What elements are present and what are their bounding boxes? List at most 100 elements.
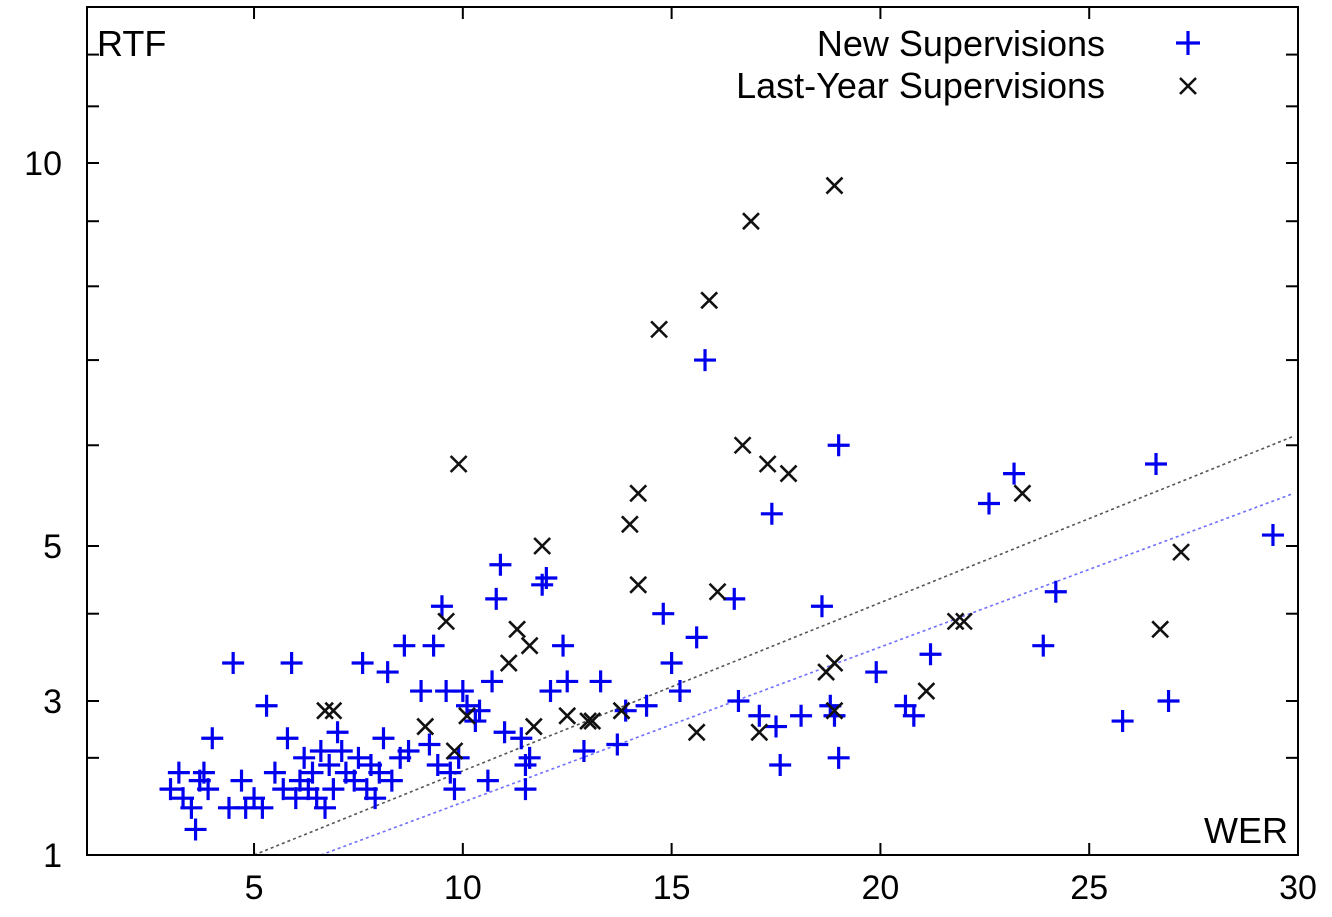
data-point-plus xyxy=(723,587,746,610)
data-point-plus xyxy=(368,761,391,784)
data-point-plus xyxy=(902,704,925,727)
data-point-plus xyxy=(1003,462,1026,485)
data-point-cross xyxy=(1013,484,1032,503)
data-point-plus xyxy=(410,680,433,703)
x-tick-label: 5 xyxy=(245,869,264,907)
fit-line-new-supervisions xyxy=(320,492,1295,856)
data-point-plus xyxy=(727,690,750,712)
data-point-plus xyxy=(572,739,595,762)
data-point-cross xyxy=(825,654,844,672)
y-tick-label: 10 xyxy=(24,145,62,183)
data-point-plus xyxy=(476,769,499,792)
data-point-cross xyxy=(520,636,539,655)
data-point-cross xyxy=(324,701,343,720)
data-point-plus xyxy=(827,434,850,457)
data-point-cross xyxy=(758,455,777,473)
data-point-cross xyxy=(316,701,334,720)
data-point-cross xyxy=(650,320,669,339)
data-point-plus xyxy=(351,652,374,675)
data-point-cross xyxy=(825,701,844,720)
plot-frame xyxy=(86,6,1299,856)
data-point-cross xyxy=(946,612,965,631)
legend-cross-mark xyxy=(1179,77,1197,95)
data-point-plus xyxy=(439,761,462,784)
axis-tick-labels: 5 10 15 20 25 30 1 3 5 10 xyxy=(24,145,1317,907)
fit-lines xyxy=(253,435,1295,856)
data-point-plus xyxy=(552,634,575,657)
data-point-plus xyxy=(589,670,612,693)
data-point-plus xyxy=(668,680,691,703)
data-point-plus xyxy=(652,602,675,625)
data-point-plus xyxy=(790,704,813,727)
data-point-plus xyxy=(539,680,562,703)
data-point-cross xyxy=(524,717,543,736)
data-point-plus xyxy=(167,761,190,784)
data-point-plus xyxy=(276,727,299,750)
data-point-plus xyxy=(823,704,846,727)
data-point-plus xyxy=(810,595,833,618)
data-point-plus xyxy=(1032,634,1055,657)
data-point-plus xyxy=(694,349,717,372)
data-point-cross xyxy=(416,717,435,736)
data-point-plus xyxy=(263,761,286,784)
data-point-plus xyxy=(293,746,316,769)
data-point-plus xyxy=(606,733,629,756)
data-point-cross xyxy=(612,701,631,720)
data-point-plus xyxy=(748,704,771,727)
y-tick-label: 5 xyxy=(43,528,62,566)
data-point-cross xyxy=(742,212,760,231)
data-point-plus xyxy=(481,670,504,693)
data-point-plus xyxy=(280,652,303,675)
data-point-plus xyxy=(364,787,387,810)
fit-line-last-year-supervisions xyxy=(253,435,1295,856)
data-point-plus xyxy=(660,652,683,675)
legend-label-last-year-supervisions: Last-Year Supervisions xyxy=(736,65,1105,106)
data-point-plus xyxy=(510,727,533,750)
data-point-plus xyxy=(376,661,399,684)
data-point-plus xyxy=(919,643,942,666)
data-point-plus xyxy=(760,502,783,525)
data-point-cross xyxy=(583,712,602,730)
data-point-plus xyxy=(301,761,324,784)
y-tick-label: 3 xyxy=(43,683,62,721)
data-point-plus xyxy=(485,587,508,610)
data-point-plus xyxy=(314,796,337,819)
data-point-plus xyxy=(443,778,466,801)
data-point-plus xyxy=(255,694,278,717)
x-axis-label: WER xyxy=(1204,810,1288,851)
data-point-plus xyxy=(201,727,224,750)
data-point-plus xyxy=(493,721,516,744)
data-point-plus xyxy=(1157,690,1180,712)
data-point-plus xyxy=(430,595,453,618)
data-point-plus xyxy=(330,739,353,762)
data-point-cross xyxy=(533,537,552,555)
x-tick-label: 15 xyxy=(653,869,691,907)
data-point-cross xyxy=(825,176,844,195)
x-tick-label: 20 xyxy=(861,869,899,907)
data-point-plus xyxy=(426,754,449,777)
legend-marker-plus-icon xyxy=(1176,31,1200,55)
data-point-plus xyxy=(393,634,416,657)
data-point-cross xyxy=(437,612,456,631)
data-point-plus xyxy=(197,778,220,801)
data-point-plus xyxy=(535,566,558,589)
data-point-cross xyxy=(558,706,577,725)
data-point-plus xyxy=(418,733,441,756)
data-point-plus xyxy=(614,699,637,722)
y-axis-label: RTF xyxy=(97,23,166,64)
data-point-plus xyxy=(518,746,541,769)
legend-marker-cross-icon xyxy=(1179,77,1197,95)
data-point-plus xyxy=(343,769,366,792)
data-point-plus xyxy=(1111,710,1134,733)
data-point-plus xyxy=(372,727,395,750)
data-point-cross xyxy=(779,464,798,483)
legend-label-new-supervisions: New Supervisions xyxy=(817,23,1105,64)
data-point-plus xyxy=(272,778,295,801)
legend: New Supervisions Last-Year Supervisions xyxy=(736,23,1200,106)
data-point-plus xyxy=(230,769,253,792)
data-point-plus xyxy=(827,746,850,769)
data-point-plus xyxy=(184,818,207,841)
data-point-plus xyxy=(635,694,658,717)
data-point-plus xyxy=(397,739,420,762)
